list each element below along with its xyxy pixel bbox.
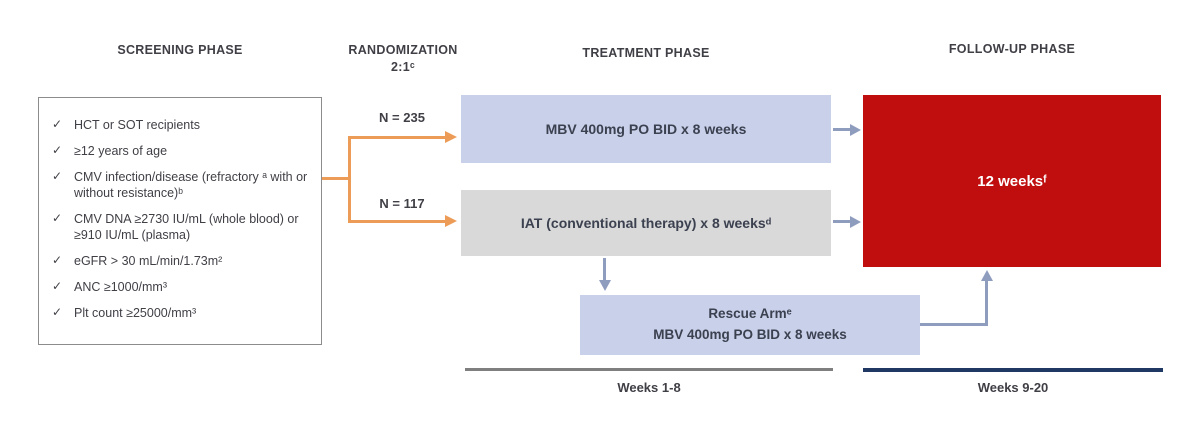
followup-duration-label: 12 weeksᶠ bbox=[977, 172, 1047, 190]
criterion-cmv-dna: ✓ CMV DNA ≥2730 IU/mL (whole blood) or ≥… bbox=[52, 211, 315, 243]
criterion-text: ≥12 years of age bbox=[74, 144, 168, 158]
iat-to-followup-line bbox=[833, 220, 852, 223]
randomization-bracket-line bbox=[348, 136, 351, 223]
criterion-plt: ✓ Plt count ≥25000/mm³ bbox=[52, 305, 315, 321]
criterion-egfr: ✓ eGFR > 30 mL/min/1.73m² bbox=[52, 253, 315, 269]
criterion-text: eGFR > 30 mL/min/1.73m² bbox=[74, 254, 223, 268]
rescue-arm-box: Rescue Armᵉ MBV 400mg PO BID x 8 weeks bbox=[580, 295, 920, 355]
weeks-1-8-label: Weeks 1-8 bbox=[617, 380, 681, 395]
check-icon: ✓ bbox=[52, 253, 63, 267]
treatment-phase-header: TREATMENT PHASE bbox=[582, 46, 710, 60]
mbv-arm-label: MBV 400mg PO BID x 8 weeks bbox=[545, 121, 747, 137]
rescue-arm-title: Rescue Armᵉ bbox=[708, 306, 792, 322]
iat-to-rescue-arrowhead-icon bbox=[598, 280, 611, 291]
criterion-anc: ✓ ANC ≥1000/mm³ bbox=[52, 279, 315, 295]
arm2-arrow-line bbox=[351, 220, 447, 223]
check-icon: ✓ bbox=[52, 169, 63, 183]
check-icon: ✓ bbox=[52, 279, 63, 293]
arm1-arrowhead-icon bbox=[445, 131, 457, 143]
criterion-text: CMV infection/disease (refractory ᵃ with… bbox=[74, 170, 308, 200]
screening-criteria-box: ✓ HCT or SOT recipients ✓ ≥12 years of a… bbox=[38, 97, 322, 345]
weeks-1-8-timeline-bar bbox=[465, 368, 833, 371]
check-icon: ✓ bbox=[52, 211, 63, 225]
randomization-phase-header: RANDOMIZATION 2:1ᶜ bbox=[338, 42, 468, 76]
arm1-n-label: N = 235 bbox=[379, 110, 425, 125]
mbv-arm-box: MBV 400mg PO BID x 8 weeks bbox=[461, 95, 831, 163]
criterion-cmv-infection: ✓ CMV infection/disease (refractory ᵃ wi… bbox=[52, 169, 315, 201]
criterion-text: ANC ≥1000/mm³ bbox=[74, 280, 167, 294]
arm1-arrow-line bbox=[351, 136, 447, 139]
rescue-to-followup-vertical-line bbox=[985, 280, 988, 326]
criterion-age: ✓ ≥12 years of age bbox=[52, 143, 315, 159]
randomization-stem-line bbox=[322, 177, 349, 180]
randomization-ratio-label: 2:1ᶜ bbox=[390, 59, 415, 74]
mbv-to-followup-arrowhead-icon bbox=[850, 123, 861, 136]
criterion-text: CMV DNA ≥2730 IU/mL (whole blood) or ≥91… bbox=[74, 212, 299, 242]
iat-arm-box: IAT (conventional therapy) x 8 weeksᵈ bbox=[461, 190, 831, 256]
criterion-hct-sot: ✓ HCT or SOT recipients bbox=[52, 117, 315, 133]
screening-phase-header: SCREENING PHASE bbox=[117, 43, 243, 57]
weeks-9-20-timeline-bar bbox=[863, 368, 1163, 372]
criterion-text: HCT or SOT recipients bbox=[74, 118, 200, 132]
weeks-9-20-label: Weeks 9-20 bbox=[977, 380, 1049, 395]
followup-phase-header: FOLLOW-UP PHASE bbox=[948, 42, 1076, 56]
randomization-header-line1: RANDOMIZATION bbox=[348, 43, 458, 57]
check-icon: ✓ bbox=[52, 117, 63, 131]
mbv-to-followup-line bbox=[833, 128, 852, 131]
arm2-arrowhead-icon bbox=[445, 215, 457, 227]
check-icon: ✓ bbox=[52, 305, 63, 319]
criterion-text: Plt count ≥25000/mm³ bbox=[74, 306, 197, 320]
followup-box: 12 weeksᶠ bbox=[863, 95, 1161, 267]
rescue-arm-regimen: MBV 400mg PO BID x 8 weeks bbox=[653, 327, 847, 342]
iat-to-followup-arrowhead-icon bbox=[850, 215, 861, 228]
rescue-to-followup-arrowhead-icon bbox=[980, 270, 993, 281]
arm2-n-label: N = 117 bbox=[379, 196, 425, 211]
check-icon: ✓ bbox=[52, 143, 63, 157]
iat-to-rescue-line bbox=[603, 258, 606, 281]
iat-arm-label: IAT (conventional therapy) x 8 weeksᵈ bbox=[520, 215, 772, 231]
rescue-to-followup-horizontal-line bbox=[920, 323, 988, 326]
